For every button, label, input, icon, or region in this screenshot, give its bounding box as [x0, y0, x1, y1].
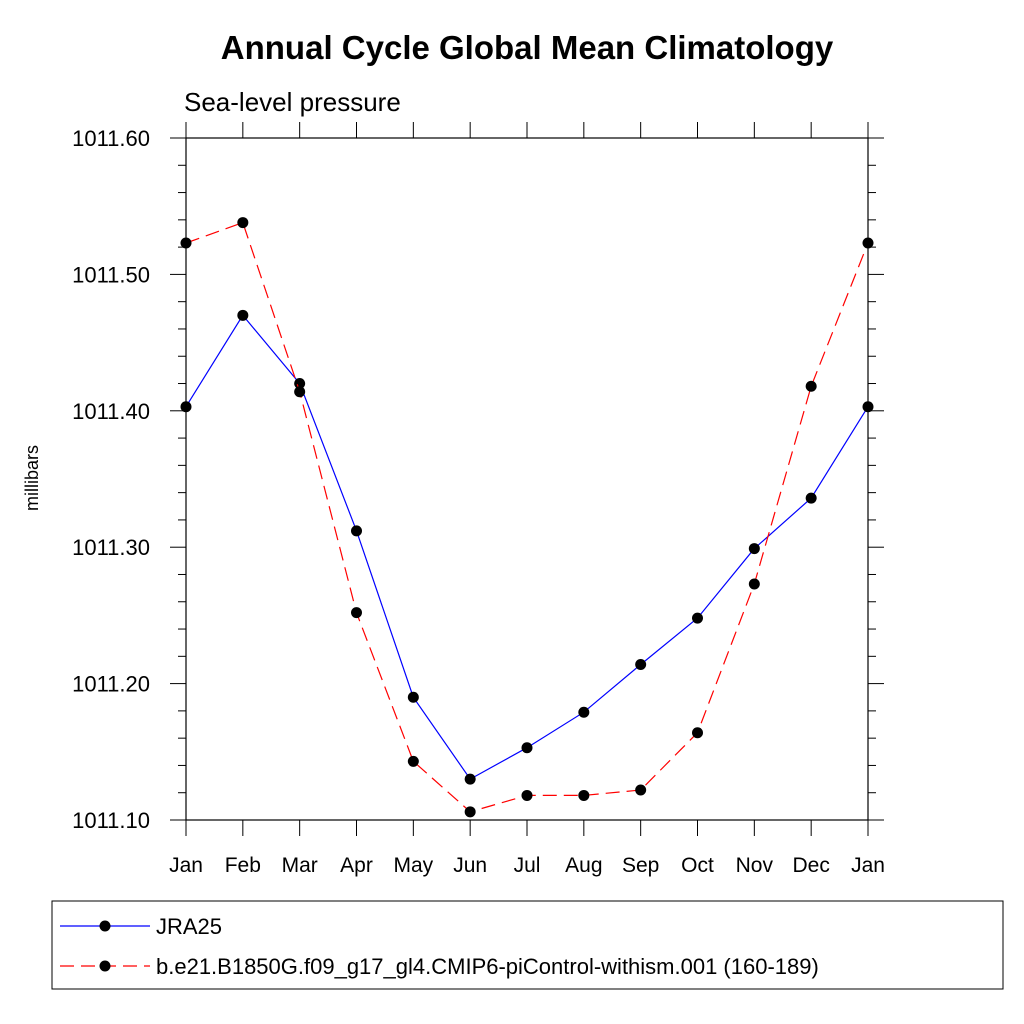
x-tick-label: Jun — [453, 854, 487, 877]
x-tick-label: Nov — [736, 854, 774, 877]
x-tick-label: Aug — [565, 854, 602, 877]
data-point-series-1 — [407, 691, 419, 703]
data-point-series-1 — [180, 401, 192, 413]
x-tick-label: Sep — [622, 854, 659, 877]
legend-marker-2 — [99, 960, 111, 972]
data-point-series-2 — [237, 217, 249, 229]
series-line-1 — [185, 314, 869, 780]
data-point-series-2 — [294, 386, 306, 398]
data-point-series-2 — [578, 789, 590, 801]
data-point-series-2 — [862, 237, 874, 249]
y-axis-label: millibars — [22, 445, 42, 511]
x-tick-label: Apr — [340, 854, 373, 877]
data-point-series-1 — [578, 706, 590, 718]
series-layer — [180, 217, 874, 818]
data-point-series-2 — [805, 380, 817, 392]
data-point-series-2 — [464, 806, 476, 818]
axes: 1011.10 1011.20 1011.30 1011.40 1011.50 1011.… — [72, 122, 885, 877]
y-tick-label: 1011.40 — [72, 399, 150, 424]
data-point-series-1 — [237, 309, 249, 321]
plot-frame — [185, 137, 869, 821]
data-point-series-2 — [351, 607, 362, 619]
series-line-2 — [185, 221, 869, 813]
x-tick-label: Jan — [169, 854, 203, 877]
chart-subtitle: Sea-level pressure — [184, 87, 401, 117]
data-point-series-2 — [180, 237, 192, 249]
data-point-series-1 — [862, 401, 874, 413]
legend: JRA25 b.e21.B1850G.f09_g17_gl4.CMIP6-piCo… — [60, 914, 819, 979]
data-point-series-1 — [748, 543, 760, 555]
y-tick-label: 1011.20 — [72, 672, 150, 697]
legend-marker-1 — [99, 920, 111, 932]
data-point-series-1 — [521, 742, 533, 754]
legend-label-1: JRA25 — [156, 914, 222, 939]
data-point-series-2 — [521, 789, 533, 801]
data-point-series-2 — [748, 578, 760, 590]
y-tick-label: 1011.30 — [72, 535, 150, 560]
x-tick-label: Dec — [792, 854, 829, 877]
legend-box — [51, 900, 1004, 990]
y-tick-label: 1011.50 — [72, 262, 150, 287]
data-point-series-1 — [351, 525, 362, 537]
chart-title: Annual Cycle Global Mean Climatology — [221, 29, 834, 66]
data-point-series-2 — [407, 755, 419, 767]
data-point-series-1 — [805, 492, 817, 504]
data-point-series-2 — [635, 784, 647, 796]
x-tick-label: Oct — [681, 854, 714, 877]
y-tick-label: 1011.60 — [72, 126, 150, 151]
legend-label-2: b.e21.B1850G.f09_g17_gl4.CMIP6-piControl… — [156, 954, 819, 979]
x-tick-label: Feb — [225, 854, 261, 877]
data-point-series-2 — [692, 727, 703, 739]
y-tick-label: 1011.10 — [72, 808, 150, 833]
x-tick-label: May — [393, 854, 433, 877]
data-point-series-1 — [294, 378, 306, 390]
data-point-series-1 — [692, 612, 703, 624]
data-point-series-1 — [464, 773, 476, 785]
x-tick-label: Jan — [851, 854, 885, 877]
data-point-series-1 — [635, 659, 647, 671]
x-tick-label: Jul — [514, 854, 541, 877]
x-tick-label: Mar — [282, 854, 318, 877]
